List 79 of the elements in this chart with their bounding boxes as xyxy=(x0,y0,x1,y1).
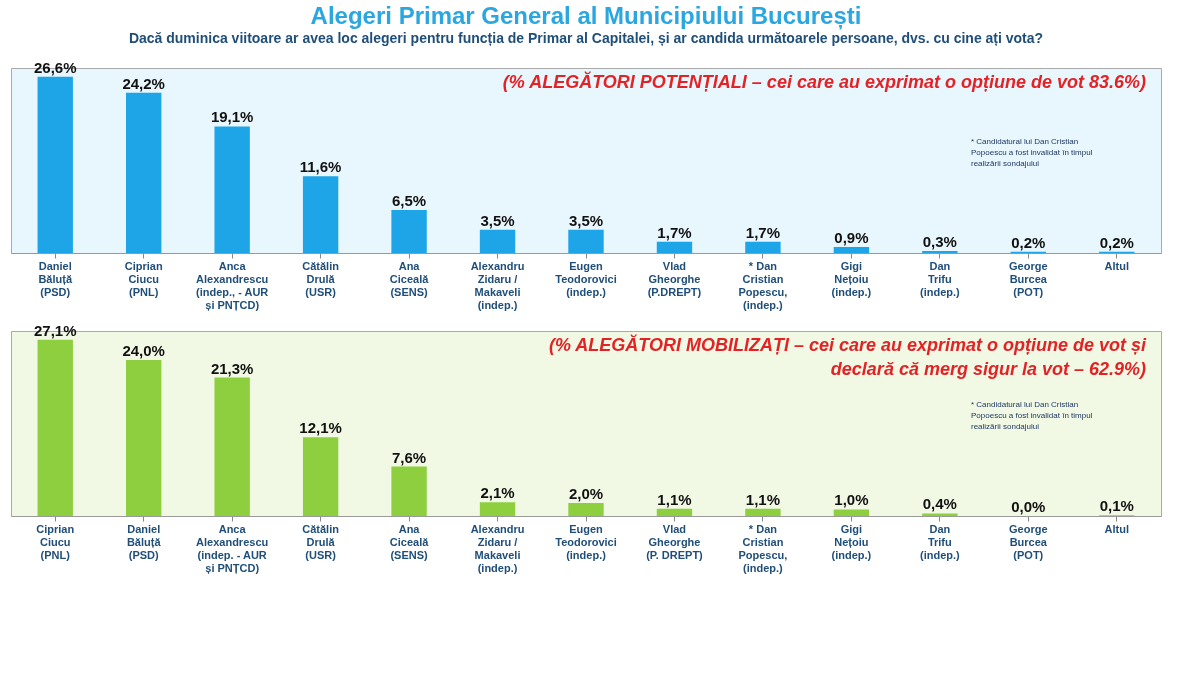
data-label: 24,0% xyxy=(122,341,165,359)
x-tick-label: Eugen Teodorovici (indep.) xyxy=(555,522,617,561)
bar xyxy=(37,339,73,516)
x-tick-label: Ciprian Ciucu (PNL) xyxy=(36,522,75,561)
bar xyxy=(833,509,870,516)
data-label: 1,0% xyxy=(834,491,869,509)
x-tick-label: Cătălin Drulă (USR) xyxy=(302,259,340,298)
data-label: 24,2% xyxy=(122,74,165,92)
data-label: 0,2% xyxy=(1099,233,1134,251)
x-tick-label: Gigi Nețoiu (indep.) xyxy=(831,522,872,561)
data-label: 1,7% xyxy=(657,223,692,241)
data-label: 0,2% xyxy=(1011,233,1046,251)
data-label: 0,1% xyxy=(1099,497,1134,515)
bar xyxy=(922,513,958,516)
bar xyxy=(214,126,250,253)
x-tick-label: Alexandru Zidaru / Makaveli (indep.) xyxy=(470,259,525,311)
bar xyxy=(479,502,516,516)
x-tick-label: George Burcea (POT) xyxy=(1009,522,1048,561)
bar xyxy=(568,503,604,516)
bar xyxy=(126,92,162,253)
x-tick-label: Daniel Băluță (PSD) xyxy=(126,522,162,561)
data-label: 21,3% xyxy=(210,359,254,377)
bar xyxy=(656,241,693,253)
x-tick-label: Ciprian Ciucu (PNL) xyxy=(124,259,163,298)
data-label: 1,7% xyxy=(745,223,781,241)
x-tick-label: George Burcea (POT) xyxy=(1009,259,1048,298)
annotation: * Candidatural lui Dan Cristian Popoescu a fost invalidat în timpul realizării sondajului xyxy=(971,400,1093,431)
data-label: 0,4% xyxy=(922,495,957,513)
data-label: 19,1% xyxy=(210,108,254,126)
data-label: 3,5% xyxy=(568,211,604,229)
bar xyxy=(302,176,339,253)
x-tick-label: Altul xyxy=(1104,522,1129,535)
x-tick-label: * Dan Cristian Popescu, (indep.) xyxy=(738,522,788,574)
bar xyxy=(391,466,427,516)
data-label: 11,6% xyxy=(299,158,342,176)
x-tick-label: * Dan Cristian Popescu, (indep.) xyxy=(738,259,788,311)
x-tick-label: Anca Alexandrescu (indep. - AUR și PNȚCD) xyxy=(196,522,269,574)
data-label: 6,5% xyxy=(391,191,427,209)
x-tick-label: Vlad Gheorghe (P.DREPT) xyxy=(647,259,702,298)
annotation: (% ALEGĂTORI MOBILIZAȚI – cei care au exprimat o opțiune de vot și declară că merg sigur la vot – 62.9%) xyxy=(548,334,1147,379)
x-tick-label: Anca Alexandrescu (indep., - AUR și PNȚCD) xyxy=(196,259,269,311)
data-label: 12,1% xyxy=(299,419,342,437)
data-label: 0,3% xyxy=(922,233,957,251)
bar xyxy=(745,241,781,253)
annotation: (% ALEGĂTORI POTENȚIALI – cei care au exprimat o opțiune de vot 83.6%) xyxy=(502,71,1146,92)
data-label: 1,1% xyxy=(745,490,781,508)
data-label: 0,9% xyxy=(834,229,869,247)
x-tick-label: Vlad Gheorghe (P. DREPT) xyxy=(646,522,704,561)
bar xyxy=(302,437,339,516)
bar xyxy=(479,229,516,253)
bar xyxy=(391,209,427,253)
bar xyxy=(214,377,250,516)
x-tick-label: Eugen Teodorovici (indep.) xyxy=(555,259,617,298)
data-label: 0,0% xyxy=(1011,498,1046,515)
x-tick-label: Dan Trifu (indep.) xyxy=(919,522,961,561)
x-tick-label: Gigi Nețoiu (indep.) xyxy=(831,259,872,298)
chart-subtitle: Dacă duminica viitoare ar avea loc alegeri pentru funcția de Primar al Capitalei, și ar candida următoarele persoane, dvs. cu cine ați vota? xyxy=(128,30,1044,47)
data-label: 7,6% xyxy=(391,448,427,466)
bar xyxy=(656,508,693,516)
data-label: 2,0% xyxy=(568,485,604,502)
data-label: 3,5% xyxy=(480,211,515,229)
x-tick-label: Altul xyxy=(1104,259,1129,272)
x-tick-label: Alexandru Zidaru / Makaveli (indep.) xyxy=(470,522,525,574)
data-label: 1,1% xyxy=(657,490,692,508)
x-tick-label: Daniel Băluță (PSD) xyxy=(38,259,73,298)
bar xyxy=(37,76,73,253)
bar xyxy=(745,508,781,516)
x-tick-label: Ana Ciceală (SENS) xyxy=(389,522,430,561)
data-label: 27,1% xyxy=(33,321,77,339)
x-tick-label: Ana Ciceală (SENS) xyxy=(389,259,430,298)
x-tick-label: Dan Trifu (indep.) xyxy=(919,259,961,298)
bar xyxy=(833,247,870,253)
data-label: 2,1% xyxy=(480,484,515,502)
bar xyxy=(568,229,604,253)
bar xyxy=(126,359,162,516)
annotation: * Candidatural lui Dan Cristian Popoescu a fost invalidat în timpul realizării sondajului xyxy=(971,137,1093,168)
x-tick-label: Cătălin Drulă (USR) xyxy=(302,522,340,561)
data-label: 26,6% xyxy=(33,58,77,76)
chart-title: Alegeri Primar General al Municipiului București xyxy=(310,2,862,31)
